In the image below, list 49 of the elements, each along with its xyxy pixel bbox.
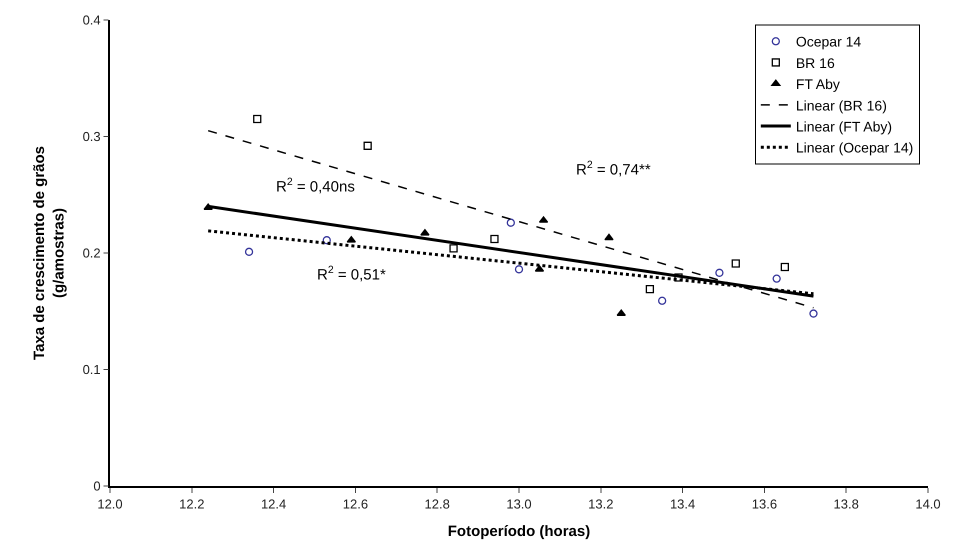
y-axis-title: Taxa de crescimento de grãos (g/amostras): [30, 146, 68, 360]
point: [253, 114, 262, 124]
point: [732, 259, 740, 268]
x-tick-label: 12.2: [179, 496, 204, 512]
legend-label: BR 16: [796, 54, 835, 71]
point: [616, 309, 626, 316]
point: [420, 229, 430, 236]
point: [506, 218, 515, 227]
x-axis-title: Fotoperíodo (horas): [448, 522, 590, 540]
y-tick-label: 0: [93, 478, 101, 494]
point: [674, 273, 683, 282]
point: [346, 236, 356, 243]
point: [490, 234, 499, 244]
x-tick-label: 12.8: [424, 496, 450, 512]
point: [780, 262, 789, 272]
point: [604, 234, 614, 240]
annotation: R$^{2}$ = 0,51*: [317, 264, 386, 284]
legend-label: Linear (Ocepar 14): [796, 140, 914, 156]
x-tick-label: 14.0: [915, 496, 941, 512]
point: [809, 309, 818, 318]
point: [538, 216, 548, 223]
annotation: R$^{2}$ = 0,40ns: [276, 176, 355, 196]
legend-label: Linear (FT Aby): [796, 118, 892, 135]
annotation: R$^{2}$ = 0,74**: [576, 159, 651, 178]
x-tick-label: 13.0: [506, 496, 532, 512]
x-tick-label: 13.2: [588, 496, 614, 512]
point: [322, 236, 331, 244]
x-tick-label: 12.0: [97, 496, 123, 512]
y-tick-label: 0.4: [82, 12, 101, 28]
y-tick-label: 0.2: [82, 246, 101, 261]
legend-label: Ocepar 14: [796, 34, 862, 50]
point: [715, 268, 724, 277]
legend-label: FT Aby: [796, 76, 840, 92]
y-tick-label: 0.3: [82, 129, 101, 144]
point: [514, 265, 524, 274]
point: [534, 265, 544, 272]
legend-label: Linear (BR 16): [796, 97, 887, 114]
point: [646, 284, 654, 294]
x-tick-label: 13.8: [834, 496, 859, 512]
point: [658, 296, 666, 305]
x-tick-label: 13.4: [670, 496, 696, 512]
x-tick-label: 13.6: [752, 496, 778, 512]
point: [244, 248, 254, 256]
x-tick-label: 12.6: [342, 496, 368, 512]
y-tick-label: 0.1: [82, 362, 101, 378]
point: [449, 244, 458, 252]
x-tick-label: 12.4: [260, 496, 286, 512]
point: [772, 274, 781, 283]
point: [364, 142, 372, 150]
